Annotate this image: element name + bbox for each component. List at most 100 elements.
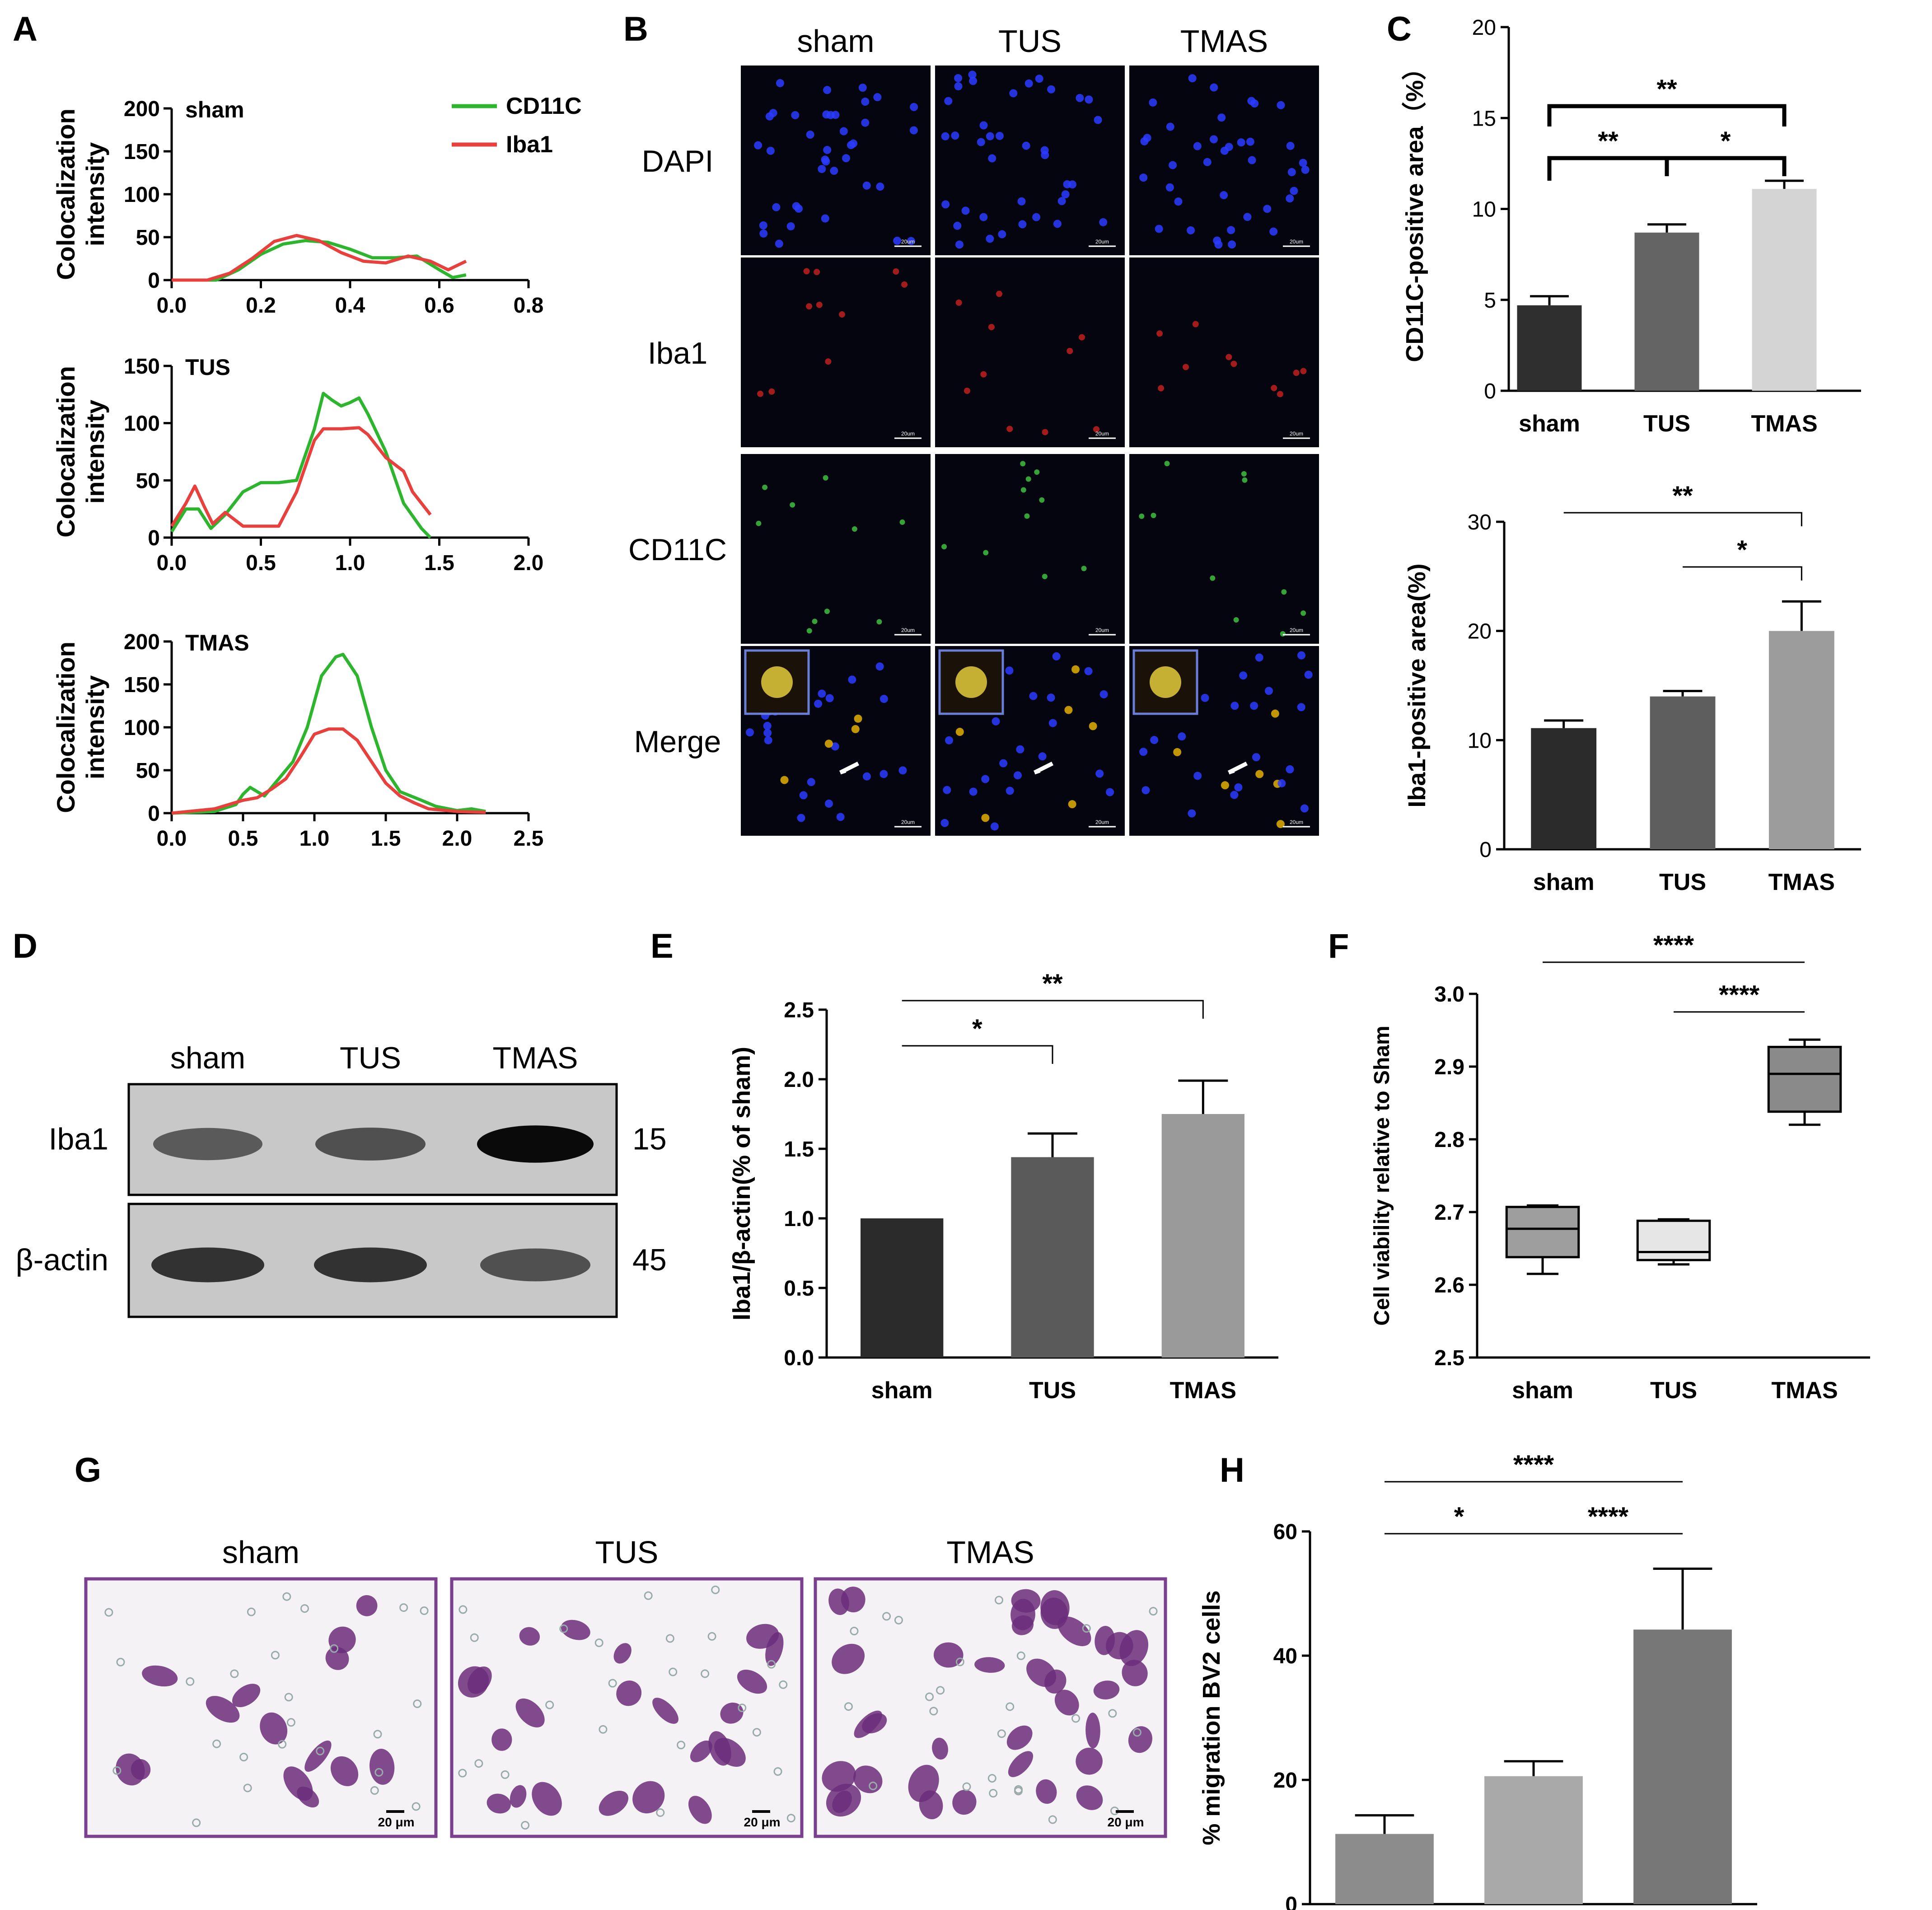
membrane-pore xyxy=(104,1608,113,1617)
cell-spot xyxy=(1047,693,1055,702)
bar-sham xyxy=(861,1218,944,1358)
immunofluorescence-grid: sham TUS TMAS DAPI 20um 20um 20um Iba1 20um 20um 2… xyxy=(628,23,1319,836)
panel-letter-f: F xyxy=(1328,927,1349,965)
bar-tmas xyxy=(1768,631,1834,849)
cell-spot xyxy=(1149,98,1157,107)
y-axis-label-line-1: Colocalization xyxy=(51,108,80,280)
cell-spot xyxy=(1151,512,1156,518)
category-label: sham xyxy=(1533,869,1595,895)
significance-label: ** xyxy=(1672,481,1693,510)
cell-spot xyxy=(1042,429,1048,435)
y-tick-label: 20 xyxy=(1472,16,1496,40)
cell-spot xyxy=(1187,226,1195,234)
cell-spot xyxy=(1214,240,1223,249)
cell-spot xyxy=(799,791,808,800)
band-iba1 xyxy=(153,1128,262,1161)
bar-sham xyxy=(1531,728,1597,849)
cell-spot xyxy=(764,736,772,744)
cell-spot xyxy=(1277,779,1286,787)
bar-tmas xyxy=(1633,1629,1732,1904)
category-label: TUS xyxy=(1659,869,1706,895)
cell-spot xyxy=(1005,666,1014,675)
row-label: Merge xyxy=(634,725,721,759)
membrane-pore xyxy=(278,1740,287,1749)
cell-spot xyxy=(1286,765,1294,773)
membrane-pore xyxy=(1071,1714,1081,1723)
cell-spot xyxy=(875,662,884,671)
y-tick-label: 0 xyxy=(1285,1893,1297,1910)
cell-spot xyxy=(1085,95,1093,104)
y-axis-label-line-1: Colocalization xyxy=(51,366,80,538)
cell-spot xyxy=(988,154,996,163)
cell-spot xyxy=(1024,79,1033,88)
y-tick-label: 40 xyxy=(1273,1644,1297,1668)
significance-label: **** xyxy=(1653,931,1694,960)
membrane-pore xyxy=(282,1592,291,1601)
migration-image-tus xyxy=(450,1577,804,1838)
bar-tus xyxy=(1011,1157,1094,1358)
stained-cell xyxy=(1128,1726,1152,1753)
cell-spot xyxy=(1228,240,1236,249)
category-label: TMAS xyxy=(1768,869,1835,895)
cell-spot xyxy=(768,388,775,395)
chart-title: TUS xyxy=(185,355,230,380)
cell-spot xyxy=(1217,113,1226,122)
band-iba1 xyxy=(315,1128,426,1161)
scale-bar-label: 20um xyxy=(901,819,915,825)
significance-label: **** xyxy=(1588,1502,1629,1531)
stained-cell xyxy=(688,1796,712,1824)
cell-spot xyxy=(806,303,813,310)
stained-cell xyxy=(974,1657,1005,1673)
membrane-pore xyxy=(1108,1709,1117,1718)
cell-spot xyxy=(803,268,810,275)
stained-cell xyxy=(832,1643,865,1674)
cell-spot xyxy=(830,167,838,175)
cell-spot xyxy=(1201,693,1209,702)
significance-label: ** xyxy=(1598,126,1619,156)
stained-cell xyxy=(467,1666,492,1694)
membrane-pore xyxy=(420,1606,429,1615)
significance-bracket xyxy=(1547,104,1787,126)
stained-cell xyxy=(1085,1713,1100,1749)
column-header: TMAS xyxy=(946,1535,1034,1570)
membrane-pore xyxy=(1006,1702,1015,1711)
cell-spot xyxy=(1248,156,1256,164)
cell-spot xyxy=(1017,197,1026,206)
column-header: TUS xyxy=(595,1535,659,1570)
cell-spot xyxy=(1141,786,1150,795)
cell-spot xyxy=(1220,146,1229,155)
category-label: TMAS xyxy=(1751,411,1817,437)
cell-spot xyxy=(814,269,820,276)
stained-cell xyxy=(561,1620,590,1640)
membrane-pore xyxy=(186,1677,195,1686)
scale-bar-label: 20um xyxy=(1290,819,1303,825)
stained-cell xyxy=(283,1766,313,1801)
stained-cell xyxy=(832,1790,852,1813)
panel-letter-b: B xyxy=(623,10,648,48)
membrane-pore xyxy=(458,1605,468,1614)
cell-spot xyxy=(1280,631,1286,637)
cell-spot xyxy=(1057,197,1066,206)
membrane-pore xyxy=(599,1725,608,1734)
membrane-pore xyxy=(413,1699,422,1708)
stained-cell xyxy=(737,1669,767,1694)
membrane-pore xyxy=(707,1632,716,1641)
box-tmas xyxy=(1767,1046,1842,1113)
significance-label: **** xyxy=(1513,1450,1554,1479)
cell-spot xyxy=(1293,370,1300,376)
x-tick-label: 0.5 xyxy=(228,827,258,851)
cell-spot xyxy=(953,221,962,230)
membrane-pore xyxy=(738,1704,747,1713)
stained-cell xyxy=(932,1737,948,1760)
cell-spot xyxy=(821,214,829,223)
cell-spot xyxy=(979,121,988,130)
category-label: TUS xyxy=(1650,1377,1697,1404)
cell-spot xyxy=(1093,426,1100,433)
x-tick-label: 0.5 xyxy=(246,551,276,575)
membrane-pore xyxy=(844,1702,853,1711)
cell-spot xyxy=(780,776,789,784)
micrograph-dapi-tmas xyxy=(1129,66,1319,255)
y-tick-label: 0.5 xyxy=(784,1277,814,1301)
cell-spot xyxy=(1255,770,1264,778)
chart-iba1-actin-ratio: 0.0 0.5 1.0 1.5 2.0 2.5 Iba1/β-actin(% of sham… xyxy=(728,969,1278,1404)
